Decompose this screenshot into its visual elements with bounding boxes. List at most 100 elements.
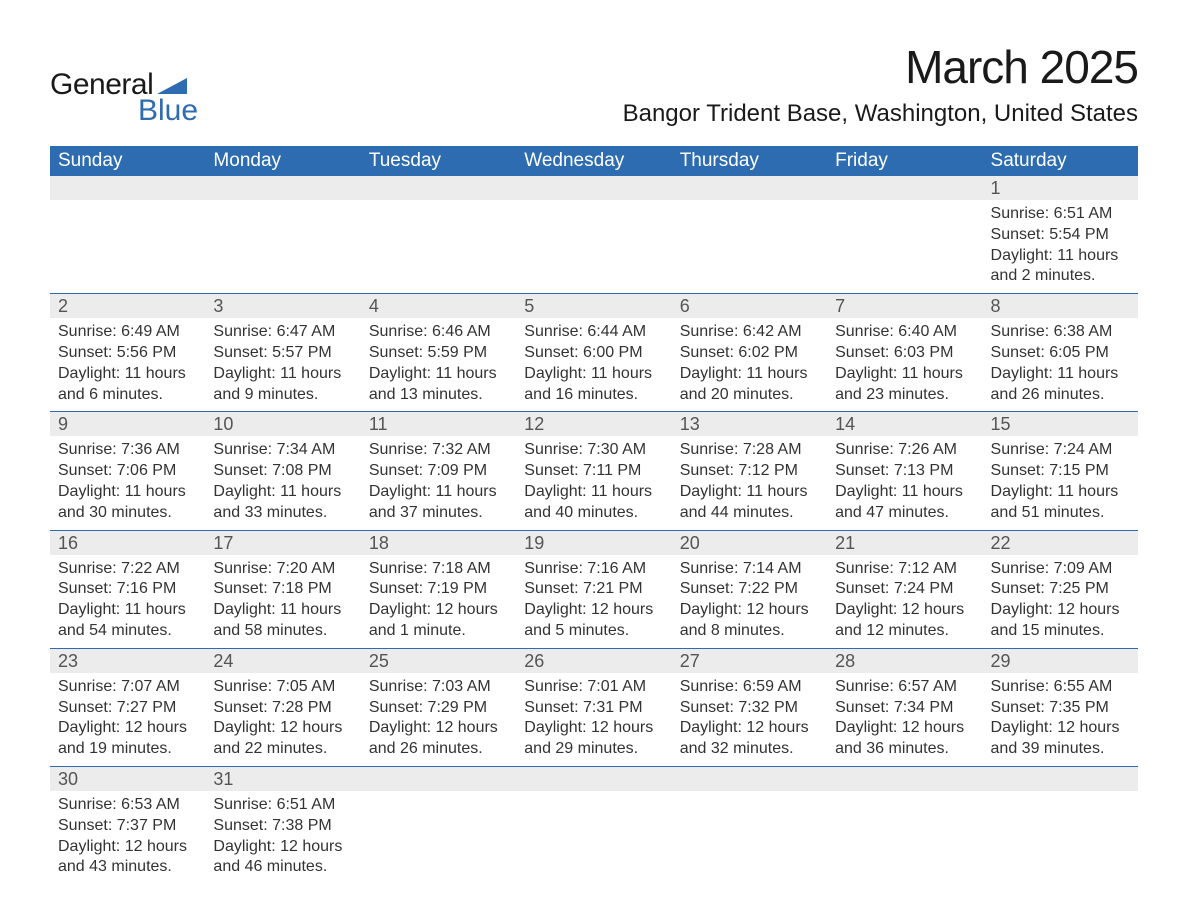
daylight-text: Daylight: 12 hours and 8 minutes.: [680, 600, 819, 642]
day-number: 13: [672, 412, 827, 436]
day-number: 26: [516, 649, 671, 673]
day-number: [827, 767, 982, 791]
day-content: [983, 791, 1138, 801]
calendar-week-row: 16Sunrise: 7:22 AMSunset: 7:16 PMDayligh…: [50, 530, 1138, 648]
sunrise-text: Sunrise: 7:20 AM: [213, 559, 352, 580]
day-number: 8: [983, 294, 1138, 318]
weekday-header: Monday: [205, 146, 360, 176]
sunrise-text: Sunrise: 6:42 AM: [680, 322, 819, 343]
sunset-text: Sunset: 7:34 PM: [835, 698, 974, 719]
calendar-day-cell: [672, 176, 827, 294]
calendar-day-cell: [516, 766, 671, 884]
sunset-text: Sunset: 7:15 PM: [991, 461, 1130, 482]
daylight-text: Daylight: 11 hours and 16 minutes.: [524, 364, 663, 406]
calendar-day-cell: 2Sunrise: 6:49 AMSunset: 5:56 PMDaylight…: [50, 294, 205, 412]
sunset-text: Sunset: 7:24 PM: [835, 579, 974, 600]
daylight-text: Daylight: 11 hours and 37 minutes.: [369, 482, 508, 524]
daylight-text: Daylight: 11 hours and 51 minutes.: [991, 482, 1130, 524]
sunset-text: Sunset: 7:31 PM: [524, 698, 663, 719]
day-content: [205, 200, 360, 210]
day-content: [827, 791, 982, 801]
sunset-text: Sunset: 7:18 PM: [213, 579, 352, 600]
calendar-day-cell: 4Sunrise: 6:46 AMSunset: 5:59 PMDaylight…: [361, 294, 516, 412]
calendar-week-row: 2Sunrise: 6:49 AMSunset: 5:56 PMDaylight…: [50, 294, 1138, 412]
calendar-day-cell: 23Sunrise: 7:07 AMSunset: 7:27 PMDayligh…: [50, 648, 205, 766]
day-content: Sunrise: 7:12 AMSunset: 7:24 PMDaylight:…: [827, 555, 982, 648]
calendar-day-cell: 17Sunrise: 7:20 AMSunset: 7:18 PMDayligh…: [205, 530, 360, 648]
day-content: Sunrise: 6:40 AMSunset: 6:03 PMDaylight:…: [827, 318, 982, 411]
sunrise-text: Sunrise: 7:07 AM: [58, 677, 197, 698]
sunrise-text: Sunrise: 7:32 AM: [369, 440, 508, 461]
day-content: Sunrise: 6:57 AMSunset: 7:34 PMDaylight:…: [827, 673, 982, 766]
day-number: [672, 767, 827, 791]
daylight-text: Daylight: 11 hours and 33 minutes.: [213, 482, 352, 524]
sunrise-text: Sunrise: 6:38 AM: [991, 322, 1130, 343]
sunrise-text: Sunrise: 7:36 AM: [58, 440, 197, 461]
day-content: Sunrise: 7:26 AMSunset: 7:13 PMDaylight:…: [827, 436, 982, 529]
day-content: [672, 791, 827, 801]
calendar-day-cell: 21Sunrise: 7:12 AMSunset: 7:24 PMDayligh…: [827, 530, 982, 648]
calendar-day-cell: 6Sunrise: 6:42 AMSunset: 6:02 PMDaylight…: [672, 294, 827, 412]
day-content: [516, 200, 671, 210]
day-content: Sunrise: 7:36 AMSunset: 7:06 PMDaylight:…: [50, 436, 205, 529]
sunrise-text: Sunrise: 7:14 AM: [680, 559, 819, 580]
day-number: [361, 176, 516, 200]
day-content: Sunrise: 6:44 AMSunset: 6:00 PMDaylight:…: [516, 318, 671, 411]
location-text: Bangor Trident Base, Washington, United …: [623, 100, 1138, 128]
day-number: 5: [516, 294, 671, 318]
day-content: Sunrise: 6:59 AMSunset: 7:32 PMDaylight:…: [672, 673, 827, 766]
sunset-text: Sunset: 6:03 PM: [835, 343, 974, 364]
sunrise-text: Sunrise: 7:24 AM: [991, 440, 1130, 461]
daylight-text: Daylight: 12 hours and 46 minutes.: [213, 837, 352, 879]
sunset-text: Sunset: 7:38 PM: [213, 816, 352, 837]
day-content: Sunrise: 7:14 AMSunset: 7:22 PMDaylight:…: [672, 555, 827, 648]
sunrise-text: Sunrise: 7:26 AM: [835, 440, 974, 461]
day-number: 24: [205, 649, 360, 673]
sunset-text: Sunset: 7:21 PM: [524, 579, 663, 600]
calendar-day-cell: [361, 766, 516, 884]
daylight-text: Daylight: 12 hours and 1 minute.: [369, 600, 508, 642]
day-content: [516, 791, 671, 801]
day-number: 25: [361, 649, 516, 673]
logo-text-2: Blue: [138, 94, 198, 128]
day-content: Sunrise: 6:49 AMSunset: 5:56 PMDaylight:…: [50, 318, 205, 411]
daylight-text: Daylight: 12 hours and 29 minutes.: [524, 718, 663, 760]
calendar-day-cell: 12Sunrise: 7:30 AMSunset: 7:11 PMDayligh…: [516, 412, 671, 530]
sunrise-text: Sunrise: 6:40 AM: [835, 322, 974, 343]
sunrise-text: Sunrise: 6:57 AM: [835, 677, 974, 698]
daylight-text: Daylight: 12 hours and 32 minutes.: [680, 718, 819, 760]
sunrise-text: Sunrise: 7:03 AM: [369, 677, 508, 698]
day-number: [983, 767, 1138, 791]
sunrise-text: Sunrise: 6:55 AM: [991, 677, 1130, 698]
sunset-text: Sunset: 7:08 PM: [213, 461, 352, 482]
sunrise-text: Sunrise: 7:12 AM: [835, 559, 974, 580]
calendar-week-row: 23Sunrise: 7:07 AMSunset: 7:27 PMDayligh…: [50, 648, 1138, 766]
day-number: 15: [983, 412, 1138, 436]
calendar-day-cell: 30Sunrise: 6:53 AMSunset: 7:37 PMDayligh…: [50, 766, 205, 884]
day-content: Sunrise: 7:34 AMSunset: 7:08 PMDaylight:…: [205, 436, 360, 529]
calendar-day-cell: 11Sunrise: 7:32 AMSunset: 7:09 PMDayligh…: [361, 412, 516, 530]
calendar-day-cell: 14Sunrise: 7:26 AMSunset: 7:13 PMDayligh…: [827, 412, 982, 530]
logo: General Blue: [50, 68, 198, 128]
sunrise-text: Sunrise: 6:51 AM: [991, 204, 1130, 225]
sunset-text: Sunset: 7:11 PM: [524, 461, 663, 482]
sunset-text: Sunset: 7:32 PM: [680, 698, 819, 719]
sunrise-text: Sunrise: 6:44 AM: [524, 322, 663, 343]
daylight-text: Daylight: 11 hours and 30 minutes.: [58, 482, 197, 524]
sunset-text: Sunset: 7:37 PM: [58, 816, 197, 837]
day-content: Sunrise: 6:51 AMSunset: 5:54 PMDaylight:…: [983, 200, 1138, 293]
day-content: Sunrise: 7:32 AMSunset: 7:09 PMDaylight:…: [361, 436, 516, 529]
daylight-text: Daylight: 11 hours and 2 minutes.: [991, 246, 1130, 288]
day-number: 23: [50, 649, 205, 673]
calendar-day-cell: 24Sunrise: 7:05 AMSunset: 7:28 PMDayligh…: [205, 648, 360, 766]
day-content: Sunrise: 6:47 AMSunset: 5:57 PMDaylight:…: [205, 318, 360, 411]
day-content: Sunrise: 6:51 AMSunset: 7:38 PMDaylight:…: [205, 791, 360, 884]
sunset-text: Sunset: 5:59 PM: [369, 343, 508, 364]
sunset-text: Sunset: 6:02 PM: [680, 343, 819, 364]
daylight-text: Daylight: 12 hours and 19 minutes.: [58, 718, 197, 760]
calendar-day-cell: [361, 176, 516, 294]
weekday-header: Thursday: [672, 146, 827, 176]
day-content: Sunrise: 7:28 AMSunset: 7:12 PMDaylight:…: [672, 436, 827, 529]
calendar-day-cell: 9Sunrise: 7:36 AMSunset: 7:06 PMDaylight…: [50, 412, 205, 530]
daylight-text: Daylight: 11 hours and 26 minutes.: [991, 364, 1130, 406]
